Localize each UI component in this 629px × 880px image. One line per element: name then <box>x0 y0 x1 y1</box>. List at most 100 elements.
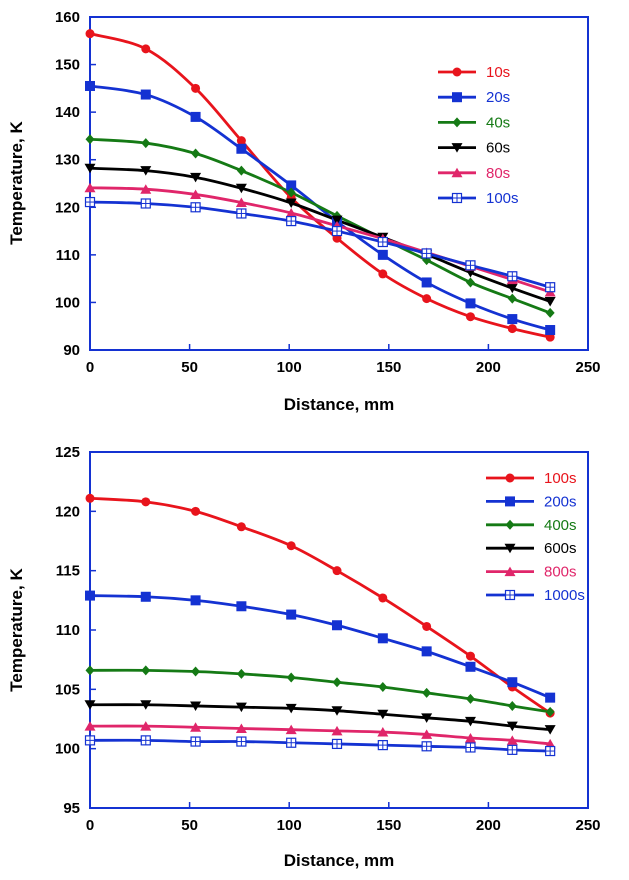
legend-label: 80s <box>486 165 510 182</box>
x-tick-label: 100 <box>277 359 302 376</box>
data-point-200s <box>286 609 297 620</box>
data-point-100s <box>191 506 201 516</box>
data-point-100s <box>421 248 432 259</box>
data-point-40s <box>141 138 151 149</box>
data-point-200s <box>140 591 151 602</box>
data-point-100s <box>377 236 388 248</box>
data-point-100s <box>140 198 151 209</box>
x-tick-label: 0 <box>86 817 94 834</box>
data-point-60s <box>235 183 247 194</box>
data-point-200s <box>85 590 95 601</box>
data-point-100s <box>190 202 201 213</box>
data-point-40s <box>507 293 517 304</box>
data-point-600s <box>285 703 297 714</box>
legend-marker <box>505 473 515 483</box>
chart-bottom: 0 50 100 150 200 250 95 100 105 110 115 120 125 100s… <box>7 444 601 870</box>
data-point-200s <box>507 677 518 688</box>
data-point-600s <box>235 702 247 713</box>
data-point-800s <box>464 732 476 743</box>
data-point-600s <box>421 713 433 723</box>
axis-ticks: 0 50 100 150 200 250 95 100 105 110 115 120 125 <box>55 444 601 834</box>
y-axis-label: Temperature, K <box>7 568 26 692</box>
data-point-80s <box>84 182 96 193</box>
legend: 100s 200s 400s 600s 800s 1000s <box>486 470 585 604</box>
data-point-40s <box>465 277 475 288</box>
data-point-80s <box>235 197 247 208</box>
legend: 10s 20s 40s 60s 80s 100s <box>438 64 519 207</box>
x-tick-label: 250 <box>575 359 600 376</box>
data-point-1000s <box>545 745 556 757</box>
legend-marker <box>451 167 463 178</box>
data-point-200s <box>545 692 556 703</box>
legend-marker <box>504 589 516 601</box>
data-point-10s <box>191 83 201 93</box>
legend-label: 400s <box>544 517 577 534</box>
data-point-800s <box>84 721 96 731</box>
legend-marker <box>451 192 463 204</box>
data-point-20s <box>236 143 247 154</box>
legend-marker <box>504 566 516 577</box>
data-point-200s <box>421 646 432 657</box>
data-point-600s <box>377 709 389 720</box>
data-point-80s <box>190 189 202 199</box>
data-point-600s <box>190 701 202 711</box>
data-point-10s <box>141 44 151 54</box>
data-point-200s <box>377 633 388 644</box>
data-point-400s <box>332 677 342 688</box>
x-tick-label: 50 <box>181 817 198 834</box>
data-point-10s <box>85 29 95 39</box>
data-point-800s <box>506 735 518 745</box>
data-point-600s <box>464 716 476 727</box>
y-tick-label: 140 <box>55 104 80 121</box>
data-point-1000s <box>465 742 476 753</box>
y-tick-label: 105 <box>55 681 80 698</box>
data-point-100s <box>84 196 96 208</box>
data-point-1000s <box>286 737 297 748</box>
x-tick-label: 50 <box>181 359 198 376</box>
legend-marker <box>452 117 462 128</box>
data-point-10s <box>236 136 246 146</box>
legend-label: 1000s <box>544 587 585 604</box>
data-point-20s <box>421 277 432 288</box>
data-point-400s <box>286 672 296 683</box>
x-tick-label: 150 <box>376 359 401 376</box>
data-point-100s <box>465 260 476 271</box>
legend-label: 100s <box>544 470 577 487</box>
data-point-800s <box>331 725 343 736</box>
data-point-200s <box>465 661 476 672</box>
data-point-100s <box>236 522 246 532</box>
data-point-200s <box>236 601 247 612</box>
data-point-20s <box>286 180 297 191</box>
data-point-40s <box>236 165 246 176</box>
data-point-1000s <box>421 741 432 752</box>
data-point-600s <box>544 725 556 735</box>
data-point-600s <box>506 721 518 732</box>
data-point-100s <box>545 282 556 293</box>
x-tick-label: 200 <box>476 817 501 834</box>
data-point-20s <box>545 325 556 336</box>
data-point-100s <box>507 271 518 282</box>
data-point-1000s <box>140 735 151 746</box>
y-tick-label: 100 <box>55 294 80 311</box>
series-line-10s <box>89 32 551 339</box>
legend-label: 600s <box>544 540 577 557</box>
legend-marker <box>452 67 462 77</box>
data-point-800s <box>285 724 297 735</box>
data-point-80s <box>140 184 152 194</box>
data-point-60s <box>140 166 152 176</box>
y-tick-label: 130 <box>55 152 80 169</box>
data-point-400s <box>507 700 517 711</box>
data-point-10s <box>507 324 517 334</box>
data-point-1000s <box>190 736 201 747</box>
series-lines <box>89 496 551 753</box>
legend-label: 60s <box>486 140 510 157</box>
data-point-1000s <box>84 735 96 746</box>
legend-label: 10s <box>486 64 510 81</box>
y-tick-label: 160 <box>55 9 80 26</box>
y-tick-label: 100 <box>55 741 80 758</box>
series-line-1000s <box>89 738 551 753</box>
y-tick-label: 90 <box>63 342 80 359</box>
data-point-20s <box>85 80 95 91</box>
legend-marker <box>505 496 515 507</box>
